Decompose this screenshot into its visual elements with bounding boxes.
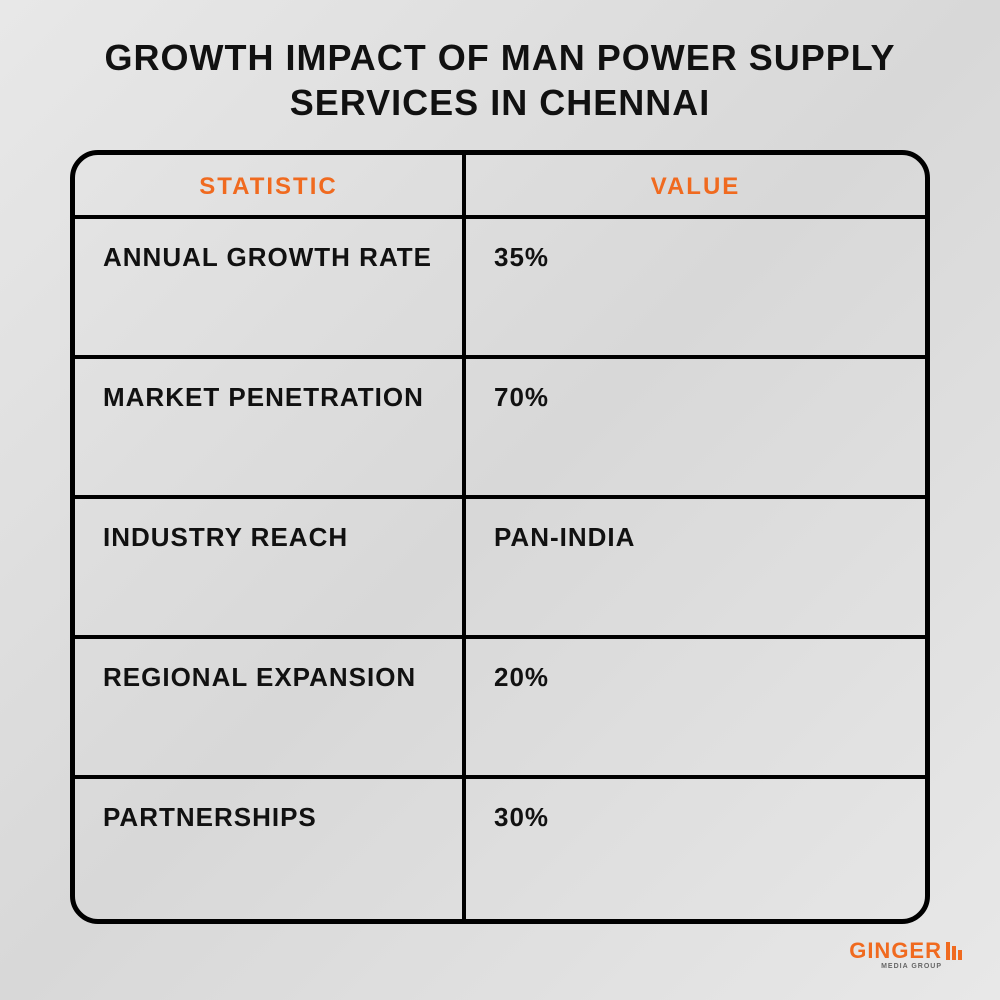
stat-label: MARKET PENETRATION — [75, 359, 466, 495]
stat-value: PAN-INDIA — [466, 499, 925, 635]
table-row: MARKET PENETRATION 70% — [75, 359, 925, 499]
stat-value: 30% — [466, 779, 925, 919]
logo-sub-text: MEDIA GROUP — [881, 963, 942, 970]
table-header-row: STATISTIC VALUE — [75, 155, 925, 219]
col-header-statistic: STATISTIC — [75, 155, 466, 215]
page-title: GROWTH IMPACT OF MAN POWER SUPPLY SERVIC… — [0, 0, 1000, 150]
table-row: ANNUAL GROWTH RATE 35% — [75, 219, 925, 359]
stat-value: 70% — [466, 359, 925, 495]
table-row: REGIONAL EXPANSION 20% — [75, 639, 925, 779]
stat-label: REGIONAL EXPANSION — [75, 639, 466, 775]
stat-label: ANNUAL GROWTH RATE — [75, 219, 466, 355]
logo-bars-icon — [946, 942, 962, 960]
logo-main-text: GINGER — [849, 940, 942, 962]
stat-value: 35% — [466, 219, 925, 355]
stat-label: INDUSTRY REACH — [75, 499, 466, 635]
table-row: INDUSTRY REACH PAN-INDIA — [75, 499, 925, 639]
col-header-value: VALUE — [466, 155, 925, 215]
stat-value: 20% — [466, 639, 925, 775]
table-row: PARTNERSHIPS 30% — [75, 779, 925, 919]
brand-logo: GINGER MEDIA GROUP — [849, 940, 962, 970]
stats-table: STATISTIC VALUE ANNUAL GROWTH RATE 35% M… — [70, 150, 930, 924]
stat-label: PARTNERSHIPS — [75, 779, 466, 919]
